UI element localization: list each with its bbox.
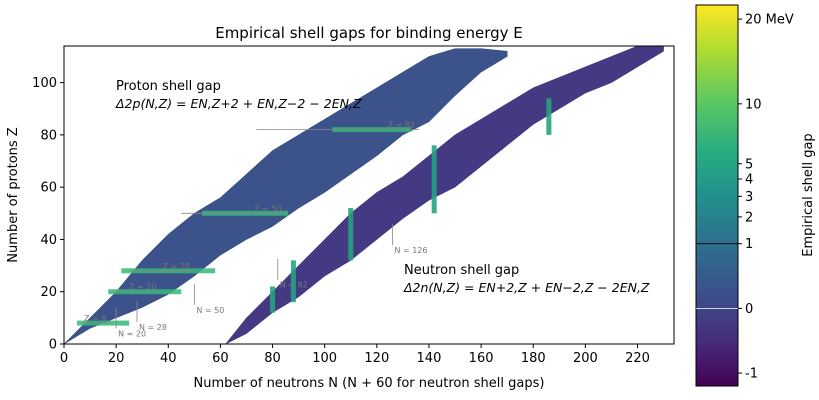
neutron-gap-stripe <box>290 260 296 303</box>
colorbar-tick-label: 3 <box>745 190 753 205</box>
neutron-annotation-title: Neutron shell gap <box>404 263 519 278</box>
colorbar-tick-label: -1 <box>745 367 758 382</box>
neutron-gap-stripe <box>348 208 354 261</box>
colorbar-tick-label: 2 <box>745 210 753 225</box>
proton-magic-label: Z = 82 <box>388 121 415 130</box>
neutron-magic-label: N = 28 <box>139 323 167 332</box>
x-axis: 0 20 40 60 80 100 120 140 160 180 200 220 <box>60 344 650 366</box>
magic-number-markers: Z = 8 Z = 20 Z = 28 Z = 50 Z = 82 N = 20N = 2… <box>82 121 428 338</box>
neutron-magic-label: N = 82 <box>280 281 308 290</box>
proton-magic-label: Z = 8 <box>84 314 106 323</box>
y-tick-label: 20 <box>40 285 57 300</box>
y-axis-label: Number of protons Z <box>6 127 21 262</box>
x-tick-label: 140 <box>417 351 442 366</box>
y-axis: 0 20 40 60 80 100 <box>32 76 64 353</box>
proton-annotation-title: Proton shell gap <box>116 79 221 94</box>
neutron-gap-stripe <box>270 286 276 313</box>
chart-title: Empirical shell gaps for binding energy … <box>215 24 523 42</box>
x-tick-label: 200 <box>573 351 598 366</box>
colorbar-tick-label: 20 MeV <box>745 13 794 28</box>
x-tick-label: 20 <box>108 351 125 366</box>
neutron-magic-label: N = 20 <box>118 329 146 338</box>
neutron-gap-stripe <box>546 98 552 135</box>
x-tick-label: 180 <box>521 351 546 366</box>
neutron-magic-label: N = 126 <box>394 246 427 255</box>
plot-frame <box>63 45 675 345</box>
x-tick-label: 60 <box>212 351 229 366</box>
y-tick-label: 100 <box>32 76 57 91</box>
colorbar: -1 0 1 2 3 45 10 20 MeV Empirical shell gap <box>695 4 816 387</box>
proton-magic-label: Z = 28 <box>162 262 189 271</box>
y-tick-label: 80 <box>40 128 57 143</box>
x-tick-label: 40 <box>160 351 177 366</box>
colorbar-gradient <box>695 4 739 387</box>
y-tick-label: 40 <box>40 233 57 248</box>
x-tick-label: 160 <box>469 351 494 366</box>
proton-annotation-formula: Δ2p(N,Z) = EN,Z+2 + EN,Z−2 − 2EN,Z <box>115 96 362 111</box>
colorbar-tick-label: 10 <box>745 97 762 112</box>
neutron-shell-gap-region <box>225 46 664 344</box>
neutron-gap-lines <box>270 98 552 313</box>
colorbar-tick-label: 0 <box>745 302 753 317</box>
colorbar-ticks: -1 0 1 2 3 45 10 20 MeV <box>696 13 794 382</box>
y-tick-label: 0 <box>49 338 57 353</box>
x-tick-label: 120 <box>364 351 389 366</box>
x-tick-label: 80 <box>264 351 281 366</box>
x-tick-label: 220 <box>625 351 650 366</box>
neutron-gap-stripe <box>431 145 437 214</box>
y-tick-label: 60 <box>40 181 57 196</box>
colorbar-tick-label: 4 <box>745 173 753 188</box>
plot-area: Z = 8 Z = 20 Z = 28 Z = 50 Z = 82 N = 20N = 2… <box>64 46 674 344</box>
proton-magic-label: Z = 20 <box>129 283 156 292</box>
colorbar-tick-label: 1 <box>745 237 753 252</box>
colorbar-tick-label: 5 <box>745 157 753 172</box>
proton-magic-label: Z = 50 <box>254 204 281 213</box>
colorbar-label: Empirical shell gap <box>801 133 816 256</box>
x-axis-label: Number of neutrons N (N + 60 for neutron… <box>194 376 545 391</box>
x-tick-label: 0 <box>60 351 68 366</box>
neutron-magic-label: N = 50 <box>196 306 224 315</box>
x-tick-label: 100 <box>312 351 337 366</box>
neutron-annotation-formula: Δ2n(N,Z) = EN+2,Z + EN−2,Z − 2EN,Z <box>403 280 650 295</box>
